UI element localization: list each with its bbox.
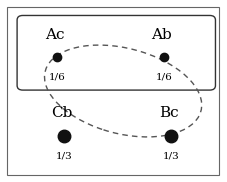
Text: Ab: Ab (151, 28, 172, 42)
Text: 1/6: 1/6 (48, 73, 65, 82)
Text: Cb: Cb (51, 106, 72, 120)
Text: Ac: Ac (45, 28, 64, 42)
Text: Bc: Bc (158, 106, 178, 120)
Text: 1/3: 1/3 (162, 151, 179, 160)
Text: 1/3: 1/3 (55, 151, 72, 160)
FancyBboxPatch shape (17, 15, 215, 90)
Text: 1/6: 1/6 (155, 73, 172, 82)
